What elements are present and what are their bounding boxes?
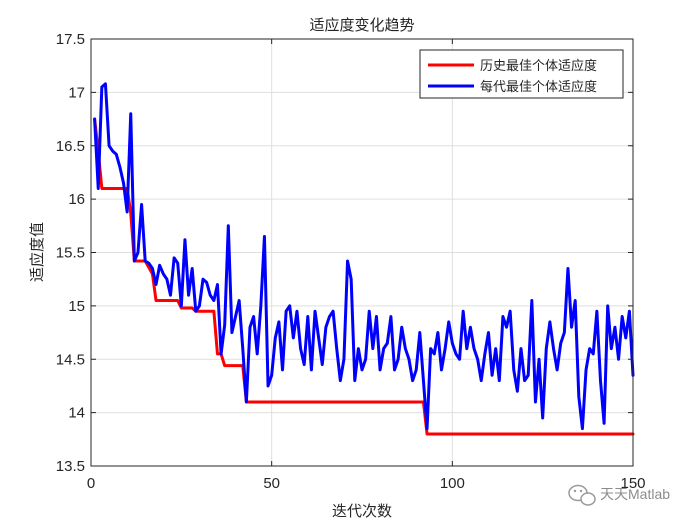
tick-marks: [90, 38, 634, 467]
x-tick-label: 150: [620, 475, 645, 492]
y-tick-label: 16: [68, 191, 85, 208]
series-lines: [93, 82, 635, 436]
y-axis-label: 适应度值: [28, 222, 46, 282]
series-line-generation-best: [93, 82, 635, 431]
x-axis-label: 迭代次数: [332, 502, 392, 520]
watermark-text: 天天Matlab: [600, 486, 670, 502]
y-tick-label: 17: [68, 84, 85, 101]
legend: 历史最佳个体适应度 每代最佳个体适应度: [419, 49, 624, 99]
x-tick-label: 50: [263, 475, 280, 492]
tick-labels: 0 50 100 150 13.5 14 14.5 15 15.5 16 16.5 17 17.5: [56, 31, 646, 492]
y-tick-label: 14.5: [56, 351, 85, 368]
x-tick-label: 100: [440, 475, 465, 492]
wechat-icon: [568, 484, 596, 506]
y-tick-label: 13.5: [56, 458, 85, 475]
y-tick-label: 14: [68, 405, 85, 422]
y-tick-label: 15: [68, 298, 85, 315]
legend-box: [419, 49, 624, 99]
chart-title: 适应度变化趋势: [309, 16, 414, 34]
watermark: 天天Matlab: [568, 484, 670, 506]
y-tick-label: 16.5: [56, 138, 85, 155]
x-tick-label: 0: [87, 475, 95, 492]
y-tick-label: 15.5: [56, 245, 85, 262]
legend-label-generation-best: 每代最佳个体适应度: [480, 79, 597, 95]
legend-label-history-best: 历史最佳个体适应度: [480, 58, 597, 74]
y-tick-label: 17.5: [56, 31, 85, 48]
